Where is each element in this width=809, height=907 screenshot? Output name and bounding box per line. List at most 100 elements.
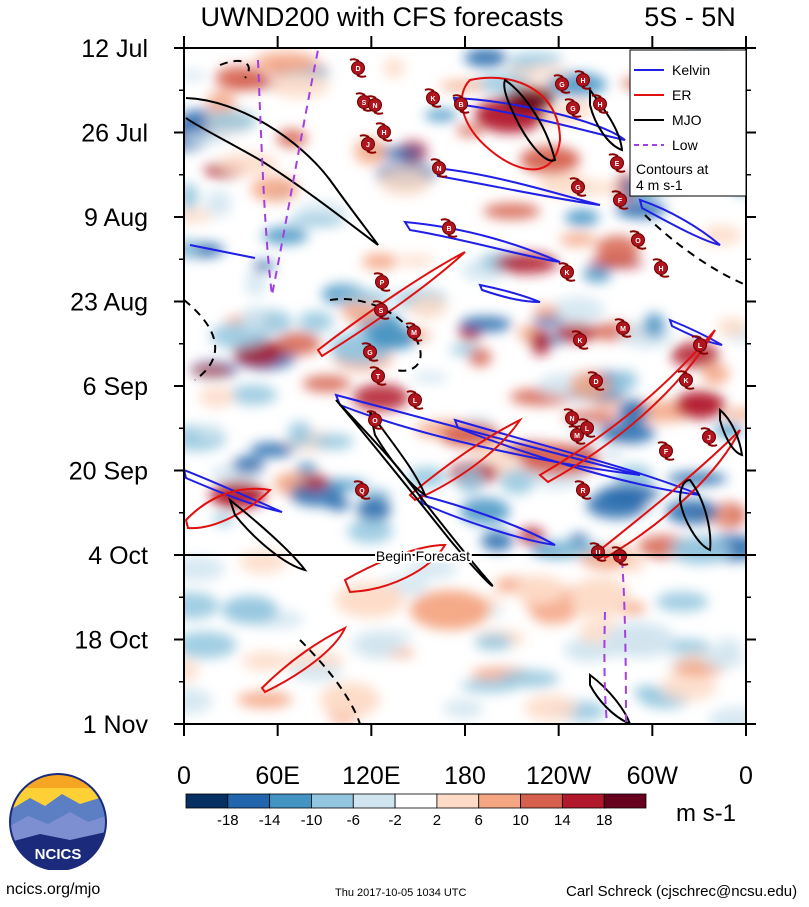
er-contour (343, 543, 447, 594)
y-tick-label: 18 Oct (74, 627, 148, 655)
anomaly-patch (529, 598, 577, 625)
storm-marker-tail (569, 177, 580, 181)
anomaly-patch (352, 383, 409, 412)
low-contour (257, 49, 319, 296)
anomaly-patch (708, 706, 746, 724)
storm-marker-tail (614, 318, 625, 322)
anomaly-patch (364, 639, 385, 660)
storm-marker-tail (372, 300, 383, 304)
colorbar-swatch (436, 793, 480, 809)
er-contour (316, 251, 466, 358)
anomaly-patch (357, 496, 391, 523)
anomaly-patch (184, 70, 207, 81)
storm-marker-tail (558, 262, 569, 266)
storm-marker-tail (413, 406, 424, 410)
storm-marker-tail (560, 90, 571, 94)
anomaly-patch (252, 261, 275, 272)
mjo-contour (335, 399, 494, 587)
anomaly-patch (586, 490, 648, 519)
footer-url[interactable]: ncics.org/mjo (6, 881, 101, 898)
storm-marker: L (691, 335, 709, 355)
storm-marker-letter: J (707, 435, 711, 442)
y-tick-label: 4 Oct (88, 542, 148, 570)
ncics-logo: NCICS (9, 773, 107, 870)
colorbar-label: -18 (217, 812, 239, 829)
storm-marker-tail (636, 246, 647, 250)
storm-marker-letter: M (574, 433, 580, 440)
storm-marker: S (372, 300, 390, 320)
storm-marker: F (657, 441, 675, 461)
storm-marker: T (369, 366, 387, 386)
storm-marker: K (558, 262, 576, 282)
colorbar-label: 2 (433, 812, 441, 829)
storm-marker-tail (581, 496, 592, 500)
storm-marker-tail (382, 138, 393, 142)
storm-marker-tail (691, 335, 702, 339)
storm-marker-circle (659, 444, 673, 458)
y-tick-label: 12 Jul (81, 35, 148, 63)
storm-marker-tail (405, 322, 416, 326)
storm-marker-circle (408, 393, 422, 407)
anomaly-patch (378, 167, 431, 196)
y-tick-label: 6 Sep (83, 373, 148, 401)
storm-marker-tail (652, 258, 663, 262)
anomaly-patch (198, 385, 235, 408)
colorbar-label: 10 (512, 812, 529, 829)
x-axis: 0 60E 120E 180 120W 60W 0 (177, 36, 753, 790)
y-tick-label: 26 Jul (81, 120, 148, 148)
mjo-contour (369, 411, 428, 498)
storm-marker-letter: M (620, 326, 626, 333)
storm-marker-letter: L (698, 343, 703, 350)
colorbar-swatch (520, 793, 563, 809)
storm-marker: E (608, 153, 626, 173)
anomaly-patch (325, 499, 352, 511)
mjo-contour (589, 672, 632, 724)
kelvin-contour (403, 220, 561, 263)
storm-marker-letter: F (664, 449, 669, 456)
storm-marker-tail (359, 134, 370, 138)
storm-marker-tail (447, 234, 458, 238)
anomaly-patch (456, 124, 484, 137)
storm-marker-tail (424, 88, 435, 92)
storm-marker-tail (430, 158, 441, 162)
storm-marker: H (574, 70, 592, 90)
storm-marker-tail (366, 95, 377, 99)
storm-marker-tail (589, 542, 600, 546)
storm-marker-tail (571, 330, 582, 334)
storm-marker-tail (361, 342, 372, 346)
anomaly-patch (269, 72, 330, 99)
colorbar-swatch (185, 793, 229, 809)
colorbar-label: -14 (259, 812, 281, 829)
anomaly-patch (459, 497, 510, 525)
storm-marker-tail (380, 288, 391, 292)
anomaly-patch (254, 51, 318, 73)
mjo-contour (644, 214, 746, 286)
legend-note-line2: 4 m s-1 (636, 177, 683, 193)
anomaly-patch (275, 331, 321, 356)
storm-marker-circle (407, 325, 421, 339)
storm-marker-letter: G (570, 106, 576, 113)
storm-marker-circle (580, 421, 594, 435)
anomaly-patch (286, 215, 345, 227)
anomaly-patch (347, 519, 394, 544)
storm-marker: H (375, 122, 393, 142)
anomaly-patch (701, 362, 730, 385)
storm-marker-circle (432, 161, 446, 175)
storm-marker-tail (431, 104, 442, 108)
storm-marker-tail (440, 218, 451, 222)
anomaly-patch (242, 651, 289, 672)
low-contour (621, 559, 627, 724)
anomaly-patch (207, 110, 258, 132)
anomaly-patch (722, 408, 746, 420)
storm-marker-tail (356, 74, 367, 78)
colorbar-swatch (311, 793, 354, 809)
storm-marker: G (553, 74, 571, 94)
anomaly-patch (564, 209, 600, 227)
footer-author: Carl Schreck (cjschrec@ncsu.edu) (566, 883, 798, 900)
storm-marker-letter: B (446, 226, 451, 233)
anomaly-patch (524, 694, 578, 722)
storm-marker-tail (578, 346, 589, 350)
anomaly-patch (601, 448, 624, 461)
storm-marker-letter: L (413, 398, 418, 405)
anomaly-patch (250, 442, 295, 458)
